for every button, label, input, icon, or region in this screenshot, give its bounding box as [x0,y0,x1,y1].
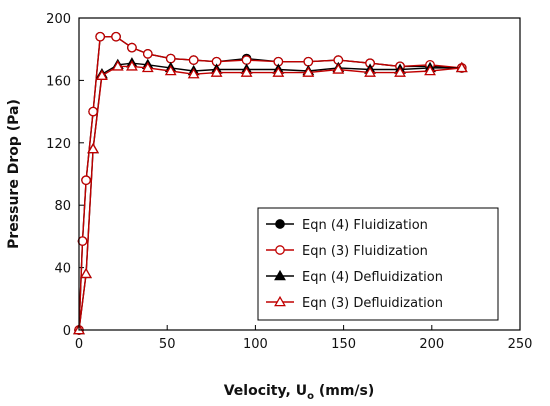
legend-marker [275,245,285,255]
legend-marker [274,295,286,307]
data-point [424,64,436,76]
data-point [80,267,92,279]
legend-marker [275,219,285,229]
x-tick-label: 150 [331,337,356,352]
y-tick-label: 0 [63,324,71,339]
x-axis-title: Velocity, Uo (mm/s) [224,383,375,402]
data-point [455,61,468,73]
data-point [241,55,252,65]
x-tick-label: 200 [419,337,444,352]
x-axis-title-subscript: o [307,391,314,402]
x-tick-label: 50 [159,337,176,352]
x-tick-label: 100 [243,337,268,352]
x-axis-title-main: Velocity, U [224,383,307,399]
data-point [127,42,137,53]
data-series [73,31,468,335]
data-point [111,31,121,42]
y-tick-label: 160 [46,74,71,89]
data-point [81,175,91,186]
data-point [303,56,314,67]
legend-item: Eqn (3) Fluidization [266,244,428,259]
data-point [96,69,108,80]
data-point [87,142,100,154]
data-point [88,106,98,117]
y-axis-title: Pressure Drop (Pa) [6,99,22,249]
x-tick-label: 0 [75,337,83,352]
tick-labels: 0 40 80 120 160 200 0 50 100 150 200 250 [46,12,532,352]
legend-label: Eqn (4) Fluidization [302,218,428,233]
data-point [125,60,138,71]
y-tick-label: 200 [46,12,71,27]
series-4 [73,60,468,335]
y-tick-label: 40 [54,262,71,277]
legend-marker [274,269,286,281]
data-point [210,66,223,77]
data-point [302,66,315,77]
data-point [77,236,88,246]
legend-item: Eqn (4) Fluidization [266,218,428,233]
data-point [111,60,124,71]
legend: Eqn (4) Fluidization Eqn (3) Fluidization… [257,207,499,321]
legend-item: Eqn (4) Defluidization [266,269,443,285]
data-point [165,53,176,64]
x-axis-title-unit: (mm/s) [314,383,374,399]
y-tick-label: 120 [46,137,71,152]
legend-item: Eqn (3) Defluidization [266,295,443,311]
data-point [142,49,153,59]
legend-box [257,207,499,321]
data-point [332,63,345,74]
series-line [78,65,462,331]
data-point [164,64,177,76]
data-point [187,68,200,79]
legend-label: Eqn (3) Fluidization [302,244,428,259]
data-point [95,31,106,42]
y-tick-label: 80 [54,199,71,214]
x-tick-label: 250 [508,337,533,352]
data-point [188,55,199,65]
data-point [272,66,285,77]
data-point [394,66,406,77]
data-point [364,66,376,77]
legend-label: Eqn (4) Defluidization [302,270,443,285]
legend-label: Eqn (3) Defluidization [302,296,443,311]
data-point [240,66,253,77]
plot-area-frame [78,17,521,331]
data-point [141,61,154,73]
